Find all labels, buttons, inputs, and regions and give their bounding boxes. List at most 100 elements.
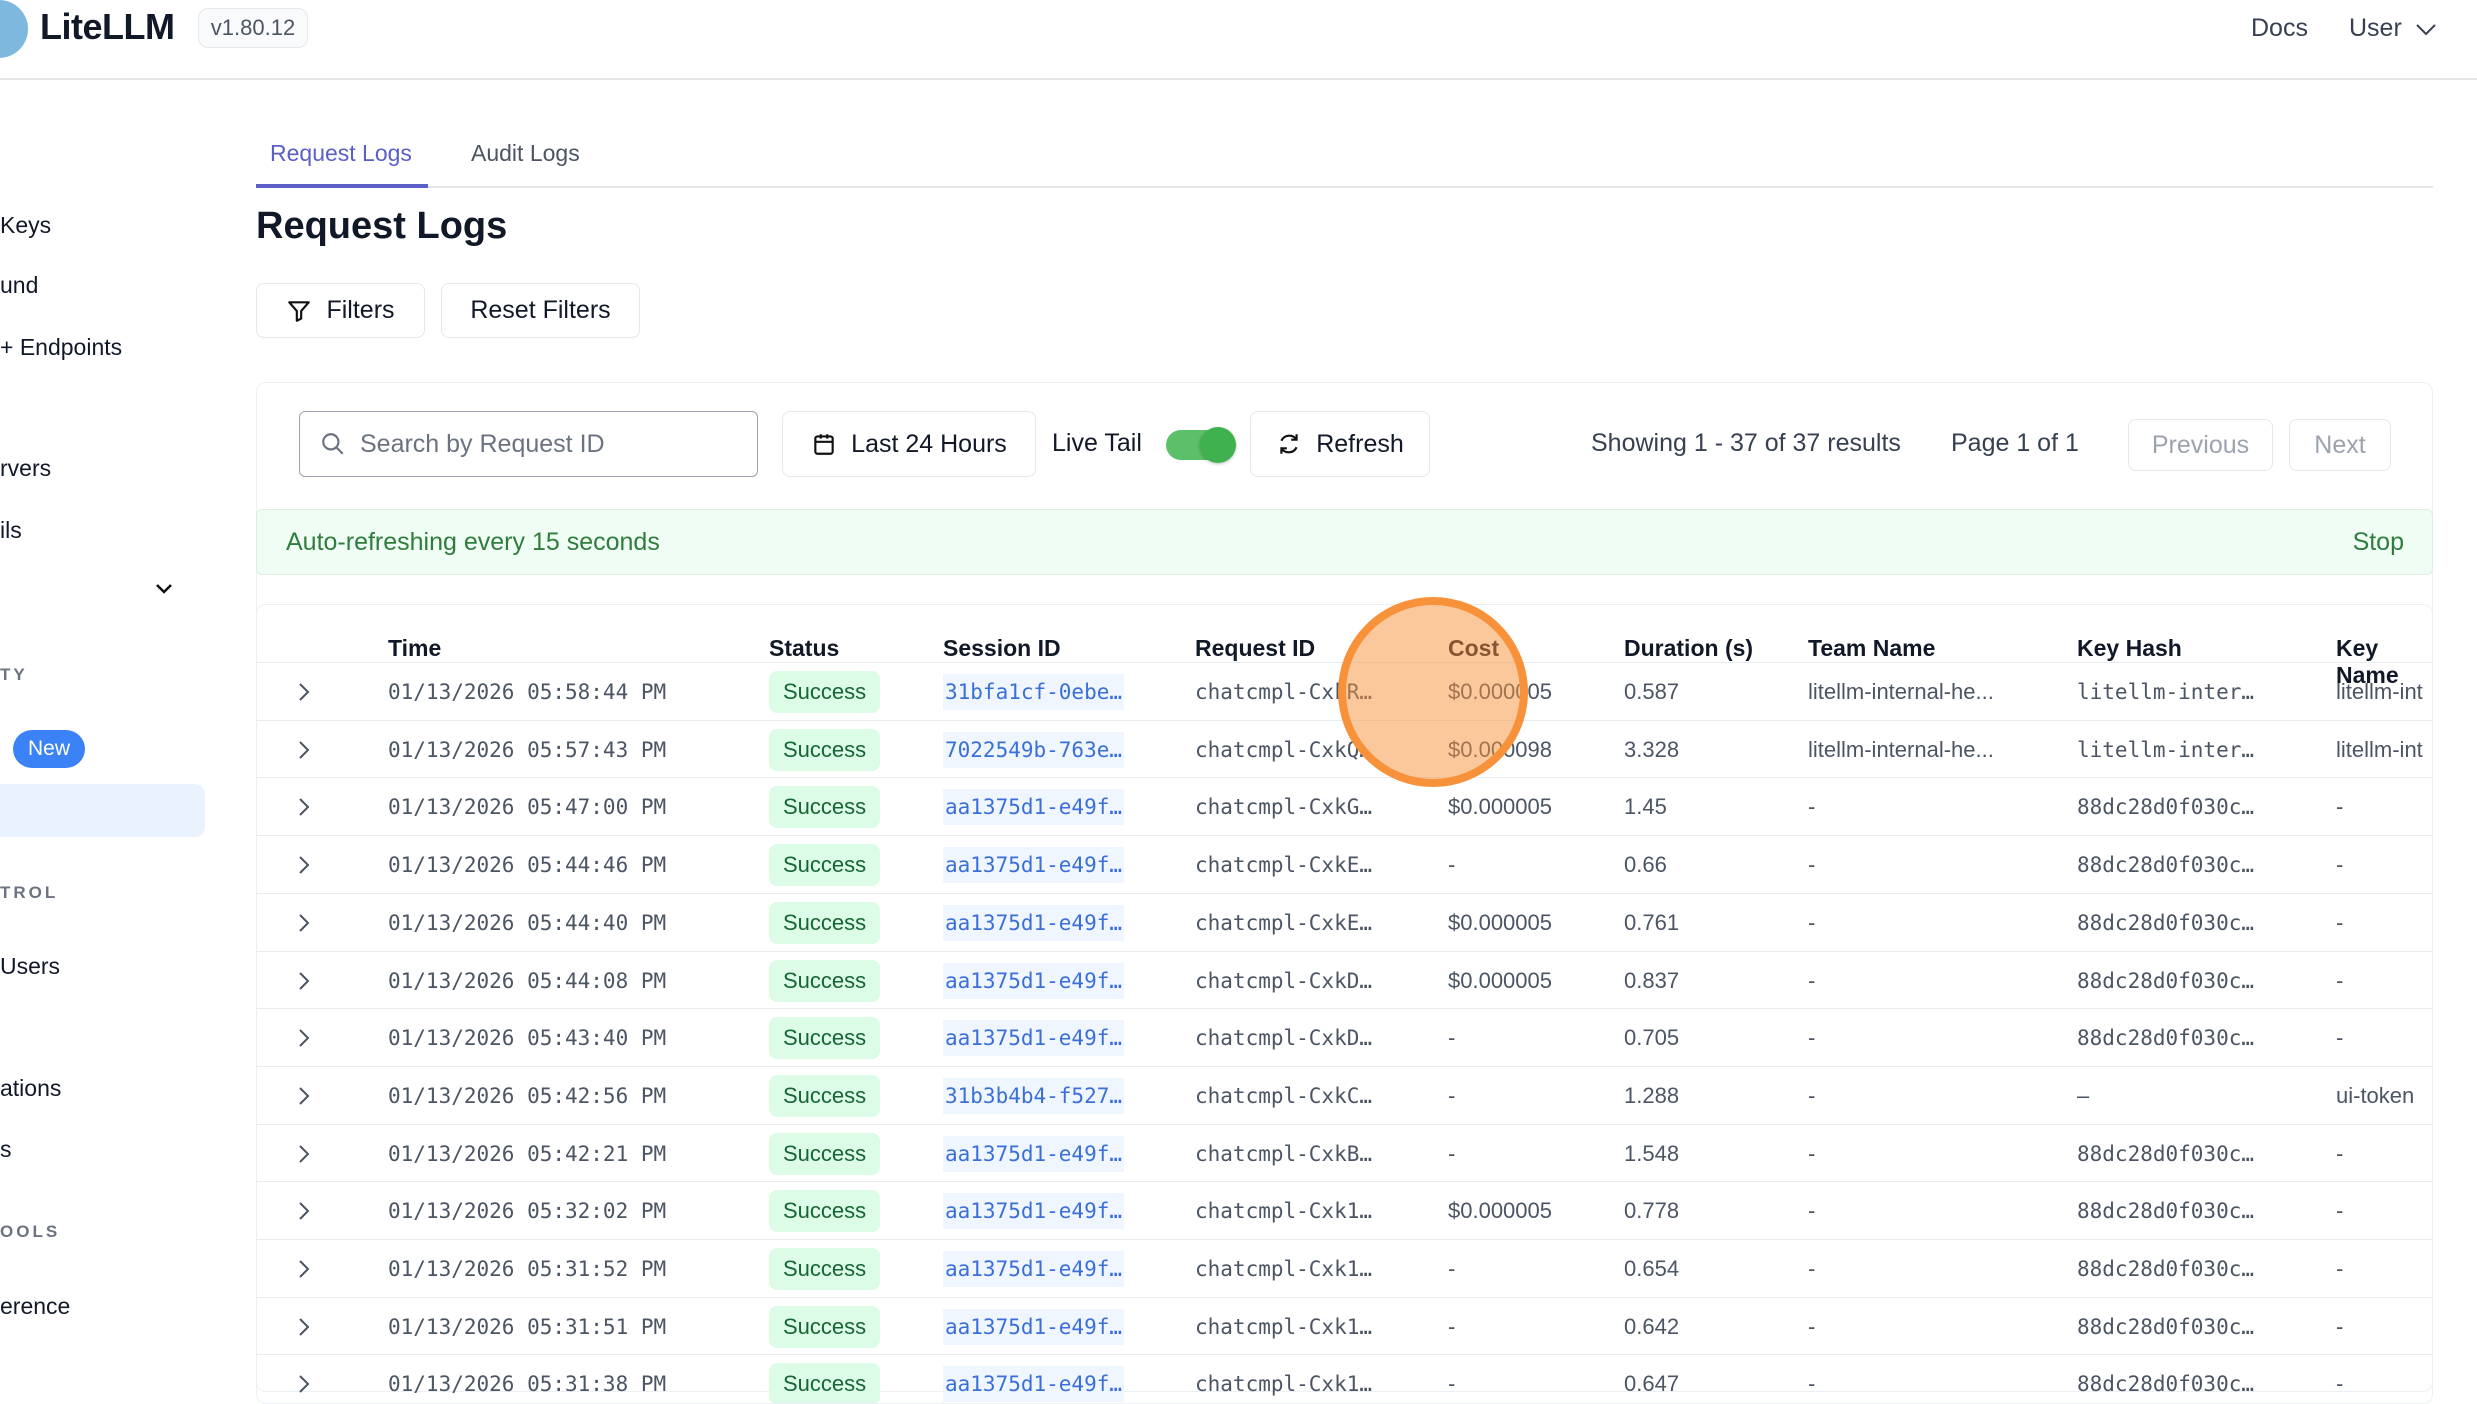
duration-cell-wrap: 0.587 (1624, 663, 1679, 721)
session-id-link[interactable]: 31bfa1cf-0ebe… (943, 674, 1125, 710)
sidebar-item-reference[interactable]: erence (0, 1293, 71, 1319)
table-row[interactable]: 01/13/2026 05:42:56 PM Success 31b3b4b4-f5… (257, 1065, 2432, 1125)
session-id-link[interactable]: aa1375d1-e49f… (943, 1308, 1125, 1345)
tab-active-indicator (256, 184, 428, 188)
expand-chevron-icon[interactable] (297, 1067, 311, 1125)
status-badge: Success (769, 1363, 881, 1403)
sidebar-item-playground[interactable]: und (0, 272, 39, 298)
session-id-link[interactable]: aa1375d1-e49f… (943, 1020, 1125, 1057)
status-badge: Success (769, 1074, 881, 1117)
tab-divider (256, 186, 2433, 188)
user-menu[interactable]: User (2349, 14, 2438, 43)
expand-chevron-icon[interactable] (297, 1182, 311, 1240)
key-hash-cell-wrap: – (2077, 1067, 2089, 1125)
session-id-link[interactable]: aa1375d1-e49f… (943, 904, 1125, 941)
expand-chevron-icon[interactable] (297, 1125, 311, 1183)
table-row[interactable]: 01/13/2026 05:58:44 PM Success 31bfa1cf-0e… (257, 662, 2432, 721)
sidebar-item-selected[interactable] (0, 784, 205, 837)
key-hash-cell-wrap: 88dc28d0f030c… (2077, 952, 2254, 1010)
expand-chevron-icon[interactable] (297, 1298, 311, 1356)
column-header[interactable]: Duration (s) (1624, 635, 1754, 661)
key-hash-cell-wrap: 88dc28d0f030c… (2077, 1009, 2254, 1067)
table-row[interactable]: 01/13/2026 05:32:02 PM Success aa1375d1-e4… (257, 1181, 2432, 1240)
tab-audit-logs[interactable]: Audit Logs (471, 140, 580, 166)
column-header[interactable]: Key Name (2336, 635, 2399, 688)
column-header[interactable]: Status (769, 635, 840, 661)
expand-chevron-icon[interactable] (297, 778, 311, 836)
sidebar-item-users[interactable]: Users (0, 953, 61, 979)
session-id-link[interactable]: 7022549b-763e… (943, 731, 1125, 768)
session-id-link[interactable]: aa1375d1-e49f… (943, 1135, 1125, 1172)
stop-button[interactable]: Stop (2352, 528, 2404, 556)
filters-button[interactable]: Filters (256, 283, 425, 338)
expand-chevron-icon[interactable] (297, 721, 311, 779)
table-row[interactable]: 01/13/2026 05:42:21 PM Success aa1375d1-e4… (257, 1123, 2432, 1183)
table-row[interactable]: 01/13/2026 05:47:00 PM Success aa1375d1-e4… (257, 777, 2432, 836)
sidebar-item-s[interactable]: s (0, 1136, 12, 1162)
column-header[interactable]: Request ID (1195, 635, 1316, 661)
next-button[interactable]: Next (2289, 419, 2391, 471)
key-hash-cell-wrap: 88dc28d0f030c… (2077, 1355, 2254, 1403)
table-row[interactable]: 01/13/2026 05:43:40 PM Success aa1375d1-e4… (257, 1008, 2432, 1067)
expand-chevron-icon[interactable] (297, 894, 311, 952)
time-cell-wrap: 01/13/2026 05:32:02 PM (388, 1182, 666, 1240)
expand-chevron-icon[interactable] (297, 1240, 311, 1298)
sidebar-item-endpoints[interactable]: + Endpoints (0, 334, 123, 360)
sidebar-item-organizations[interactable]: ations (0, 1075, 62, 1101)
reset-filters-button[interactable]: Reset Filters (441, 283, 640, 338)
column-header[interactable]: Session ID (943, 635, 1061, 661)
expand-chevron-icon[interactable] (297, 1009, 311, 1067)
session-id-link-wrap: aa1375d1-e49f… (943, 1182, 1125, 1240)
key-name-cell-wrap: litellm-int (2336, 721, 2423, 779)
table-row[interactable]: 01/13/2026 05:44:40 PM Success aa1375d1-e4… (257, 892, 2432, 952)
table-row[interactable]: 01/13/2026 05:31:52 PM Success aa1375d1-e4… (257, 1239, 2432, 1298)
docs-link[interactable]: Docs (2251, 14, 2308, 42)
table-row[interactable]: 01/13/2026 05:44:46 PM Success aa1375d1-e4… (257, 835, 2432, 894)
session-id-link[interactable]: aa1375d1-e49f… (943, 789, 1125, 826)
key-hash-cell: 88dc28d0f030c… (2077, 910, 2255, 935)
session-id-link[interactable]: aa1375d1-e49f… (943, 1251, 1125, 1287)
refresh-button[interactable]: Refresh (1250, 411, 1430, 477)
session-id-link[interactable]: aa1375d1-e49f… (943, 847, 1125, 884)
expand-chevron-icon[interactable] (297, 836, 311, 894)
duration-cell-wrap: 0.642 (1624, 1298, 1679, 1356)
key-name-cell: - (2336, 1025, 2344, 1051)
duration-cell: 0.654 (1624, 1256, 1680, 1281)
session-id-link[interactable]: aa1375d1-e49f… (943, 962, 1125, 999)
sidebar-item-guardrails[interactable]: ils (0, 517, 22, 543)
session-id-link[interactable]: 31b3b4b4-f527… (943, 1077, 1125, 1114)
column-header[interactable]: Team Name (1808, 635, 1936, 661)
sidebar-item-keys[interactable]: Keys (0, 212, 52, 238)
duration-cell-wrap: 1.288 (1624, 1067, 1679, 1125)
column-header[interactable]: Key Hash (2077, 635, 2182, 661)
live-tail-toggle[interactable] (1166, 427, 1236, 463)
team-name-cell: litellm-internal-he... (1808, 679, 1994, 704)
session-id-link[interactable]: aa1375d1-e49f… (943, 1366, 1125, 1403)
time-range-button[interactable]: Last 24 Hours (782, 411, 1036, 477)
session-id-link-wrap: aa1375d1-e49f… (943, 952, 1125, 1010)
request-id-cell: chatcmpl-CxkC… (1195, 1083, 1373, 1108)
expand-chevron-icon[interactable] (297, 663, 311, 721)
expand-chevron-icon[interactable] (297, 1355, 311, 1403)
live-tail-label: Live Tail (1052, 429, 1142, 457)
key-name-cell: litellm-int (2336, 736, 2423, 762)
filter-icon (288, 300, 311, 322)
team-name-cell-wrap: - (1808, 1009, 1815, 1067)
column-header[interactable]: Time (388, 635, 442, 661)
sidebar-item-servers[interactable]: rvers (0, 455, 52, 481)
status-badge-wrap: Success (769, 894, 881, 952)
tab-request-logs[interactable]: Request Logs (270, 140, 412, 166)
session-id-link[interactable]: aa1375d1-e49f… (943, 1193, 1125, 1230)
previous-button[interactable]: Previous (2128, 419, 2273, 471)
expand-chevron-icon[interactable] (297, 952, 311, 1010)
table-row[interactable]: 01/13/2026 05:31:38 PM Success aa1375d1-e4… (257, 1354, 2432, 1403)
cost-cell-wrap: $0.000005 (1448, 952, 1552, 1010)
search-input[interactable]: Search by Request ID (299, 411, 758, 477)
team-name-cell: - (1808, 1198, 1816, 1224)
key-name-cell-wrap: - (2336, 952, 2343, 1010)
chevron-down-icon[interactable] (154, 582, 174, 596)
time-cell: 01/13/2026 05:47:00 PM (388, 795, 667, 820)
table-row[interactable]: 01/13/2026 05:44:08 PM Success aa1375d1-e4… (257, 950, 2432, 1010)
click-highlight-marker (1338, 597, 1528, 787)
table-row[interactable]: 01/13/2026 05:31:51 PM Success aa1375d1-e4… (257, 1296, 2432, 1356)
